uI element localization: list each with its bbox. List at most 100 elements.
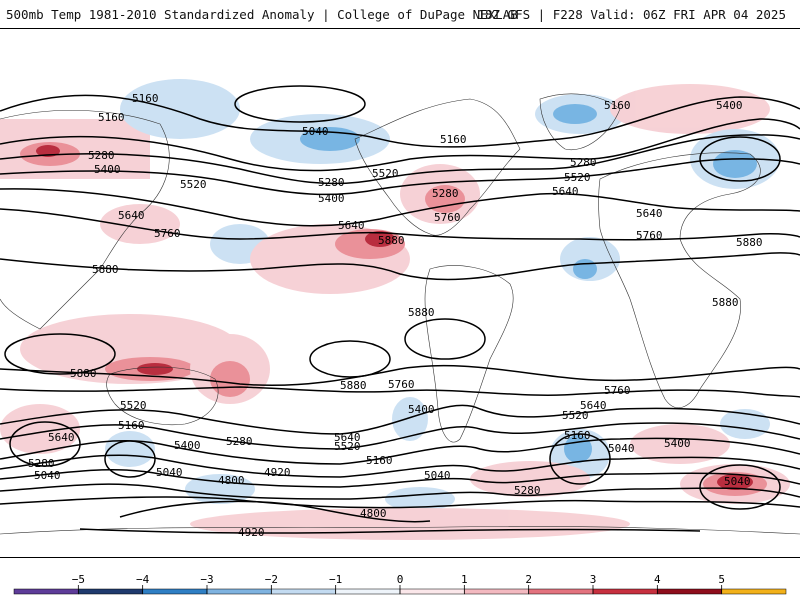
contour-5400-north: [0, 134, 800, 185]
contour-5520-south: [0, 422, 800, 450]
contour-4800-south: [119, 500, 431, 523]
anomaly-blob: [713, 150, 757, 178]
contour-label: 5760: [154, 227, 181, 240]
colorbar-swatch: [721, 588, 787, 595]
colorbar-swatch: [271, 588, 336, 595]
anomaly-blob: [365, 231, 395, 247]
contour-4920-south: [0, 496, 800, 509]
anomaly-blob: [392, 397, 428, 441]
contour-label: 5280: [88, 149, 115, 162]
contour-label: 5760: [636, 229, 663, 242]
contour-label: 5880: [712, 296, 739, 309]
contour-label: 4920: [264, 466, 291, 479]
colorbar-swatch: [592, 588, 658, 595]
colorbar-swatch: [78, 588, 143, 595]
contour-label: 5880: [736, 236, 763, 249]
colorbar-swatch: [464, 588, 529, 595]
contour-label: 5400: [318, 192, 345, 205]
coastlines: [0, 93, 800, 535]
contour-label: 5520: [372, 167, 399, 180]
contour-label: 5160: [604, 99, 631, 112]
contour-label: 5880: [92, 263, 119, 276]
contour-label: 5520: [562, 409, 589, 422]
colorbar-tick-label: −3: [200, 573, 213, 586]
contour-label: 5640: [118, 209, 145, 222]
contour-label: 4920: [238, 526, 265, 539]
contour-5160-south: [0, 468, 800, 488]
contour-label: 5280: [514, 484, 541, 497]
contour-label: 5760: [604, 384, 631, 397]
contour-label: 5280: [318, 176, 345, 189]
contour-label: 5160: [564, 429, 591, 442]
contour-5280-low-sp: [104, 440, 156, 478]
australia-coast: [106, 366, 219, 425]
anomaly-blob: [720, 409, 770, 439]
contour-5880-high-aus: [4, 333, 116, 375]
contour-label: 5400: [716, 99, 743, 112]
contour-label: 5760: [434, 211, 461, 224]
contour-5280-low: [699, 136, 781, 182]
contour-5760-north: [0, 208, 800, 241]
contour-5160-low-sa: [549, 433, 611, 485]
contour-label: 5160: [440, 133, 467, 146]
contour-label: 5520: [564, 171, 591, 184]
anomaly-blob: [717, 474, 753, 490]
contour-label: 5280: [28, 457, 55, 470]
contour-label: 5040: [156, 466, 183, 479]
colorbar-tick-label: 2: [525, 573, 532, 586]
colorbar-swatch: [206, 588, 272, 595]
contour-5400-south: [0, 437, 800, 465]
contour-5760-south: [0, 386, 800, 398]
contour-label: 5280: [432, 187, 459, 200]
contour-label: 5880: [408, 306, 435, 319]
south-america-coast: [424, 265, 514, 443]
contour-label: 5040: [608, 442, 635, 455]
contour-4920-antarctic: [79, 528, 701, 534]
contour-5640-north: [0, 188, 800, 227]
contour-label: 5640: [580, 399, 607, 412]
contour-label: 5640: [552, 185, 579, 198]
contour-label: 5520: [180, 178, 207, 191]
europe-africa-coast: [598, 152, 761, 408]
asia-coast: [0, 110, 170, 330]
anomaly-blob: [120, 79, 240, 139]
contour-label: 5640: [338, 219, 365, 232]
contour-label: 5400: [94, 163, 121, 176]
anomaly-blob: [425, 185, 465, 213]
colorbar-tick-label: −2: [265, 573, 278, 586]
contour-label: 5640: [334, 431, 361, 444]
anomaly-blob: [553, 104, 597, 124]
greenland-coast: [539, 93, 621, 151]
contour-5880-south: [0, 364, 800, 387]
contour-5040-low: [234, 85, 366, 123]
north-america-coast: [354, 98, 521, 236]
contour-label: 5040: [724, 475, 751, 488]
contour-label: 5280: [570, 156, 597, 169]
colorbar-swatch: [142, 588, 208, 595]
contour-label: 5640: [636, 207, 663, 220]
map-header: 500mb Temp 1981-2010 Standardized Anomal…: [0, 0, 800, 28]
anomaly-colorbar: −5 −4 −3 −2 −1 0 1 2 3 4 5: [0, 564, 800, 600]
contour-5880-high-sa: [404, 318, 486, 360]
contour-5880-high-pac: [309, 340, 391, 378]
map-title: 500mb Temp 1981-2010 Standardized Anomal…: [6, 7, 518, 22]
contour-label: 5400: [408, 403, 435, 416]
anomaly-blob: [470, 461, 590, 497]
contour-label: 4800: [218, 474, 245, 487]
contour-label: 5040: [302, 125, 329, 138]
contour-label: 5400: [174, 439, 201, 452]
contour-label: 5040: [424, 469, 451, 482]
contour-5640-south: [0, 404, 800, 435]
anomaly-blob: [137, 363, 173, 375]
colorbar-tick-label: −1: [329, 573, 342, 586]
anomaly-blob: [610, 84, 770, 134]
colorbar-swatch: [13, 588, 79, 595]
contour-label: 5760: [388, 378, 415, 391]
colorbar-tick-label: 3: [590, 573, 597, 586]
colorbar-swatch: [335, 588, 401, 595]
contour-5280-north: [0, 118, 800, 172]
colorbar-canvas: −5 −4 −3 −2 −1 0 1 2 3 4 5: [13, 573, 787, 595]
contour-5040-south: [0, 483, 800, 500]
anomaly-shading: [0, 79, 790, 540]
height-contours: [0, 85, 800, 534]
